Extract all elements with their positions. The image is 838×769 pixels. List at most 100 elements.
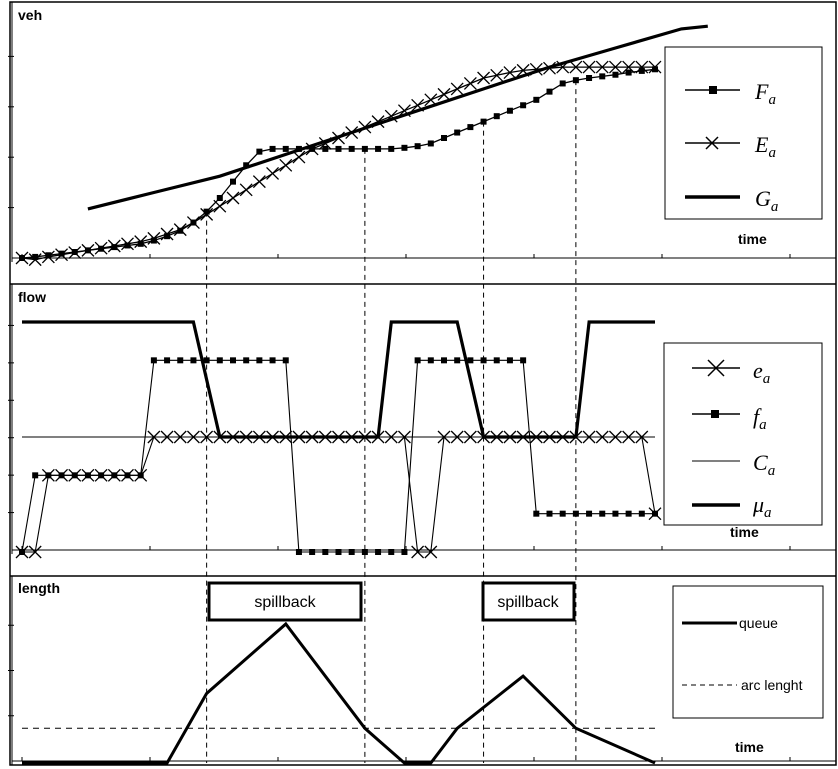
point-fa — [32, 472, 39, 479]
point-Ea — [292, 150, 306, 164]
point-Ea — [450, 82, 464, 96]
point-Ea — [635, 60, 649, 74]
point-Fa — [427, 140, 434, 147]
point-Fa — [177, 227, 184, 234]
legend-Ca: Ca — [753, 450, 775, 479]
point-Fa — [625, 69, 632, 76]
point-Ea — [463, 76, 477, 90]
point-fa — [269, 357, 276, 364]
point-ea — [186, 430, 200, 444]
spillback-box-2 — [481, 581, 576, 622]
point-Ea — [503, 66, 517, 80]
length-plot — [22, 621, 656, 765]
point-Ea — [516, 63, 530, 77]
point-ea — [332, 430, 345, 444]
point-Fa — [335, 145, 342, 152]
spillback-box-1 — [207, 581, 363, 622]
legend-veh: Fa Ea Ga — [664, 46, 823, 220]
point-fa — [401, 549, 408, 555]
point-Ea — [622, 60, 636, 74]
point-Fa — [111, 244, 118, 251]
point-ea — [213, 430, 227, 444]
point-Fa — [243, 162, 250, 169]
point-Ea — [68, 246, 82, 260]
legend-length: queue arc lenght — [672, 585, 824, 719]
point-ea — [266, 430, 280, 444]
point-Fa — [414, 143, 421, 150]
point-fa — [335, 549, 342, 555]
point-ea — [160, 430, 174, 444]
legend-x-marker — [705, 136, 719, 150]
point-ea — [252, 430, 266, 444]
point-fa — [586, 510, 593, 517]
point-Fa — [493, 113, 500, 120]
point-fa — [546, 510, 553, 517]
spillback-label-2: spillback — [497, 594, 559, 611]
point-ea — [134, 468, 148, 482]
legend-Fa: Fa — [754, 79, 776, 108]
point-fa — [599, 510, 606, 517]
point-Fa — [230, 178, 236, 185]
point-fa — [177, 357, 184, 364]
point-ea — [595, 430, 609, 444]
point-fa — [454, 357, 461, 364]
point-Ea — [266, 166, 280, 180]
point-Ea — [305, 142, 319, 156]
length-axis-label: length — [18, 580, 60, 596]
point-Fa — [638, 67, 645, 74]
point-fa — [216, 357, 223, 364]
point-Fa — [322, 145, 329, 152]
legend-arc-length: arc lenght — [741, 677, 803, 693]
point-Fa — [559, 80, 566, 87]
point-Ea — [55, 248, 69, 262]
point-Ea — [134, 235, 148, 249]
point-ea — [292, 430, 306, 444]
legend-ea: ea — [753, 358, 770, 387]
point-ea — [15, 545, 29, 559]
point-fa — [361, 549, 368, 555]
legend-fa: fa — [753, 404, 767, 433]
point-Fa — [375, 145, 382, 152]
point-Fa — [401, 144, 408, 151]
point-Fa — [32, 253, 39, 260]
point-ea — [463, 430, 477, 444]
point-Fa — [467, 124, 474, 131]
point-fa — [467, 357, 474, 364]
point-Fa — [282, 145, 289, 152]
point-fa — [309, 549, 316, 555]
point-fa — [638, 510, 645, 517]
point-ea — [424, 545, 438, 559]
point-ea — [622, 430, 636, 444]
point-Ea — [173, 223, 187, 237]
point-Fa — [388, 145, 395, 152]
point-Fa — [441, 135, 447, 141]
point-fa — [441, 357, 447, 364]
legend-Ea: Ea — [754, 132, 776, 161]
point-Ea — [384, 109, 398, 123]
point-Ea — [582, 60, 596, 74]
point-fa — [427, 357, 434, 364]
point-ea — [384, 430, 398, 444]
point-ea — [397, 430, 411, 444]
point-Fa — [295, 145, 302, 152]
point-Ea — [437, 87, 451, 101]
veh-axis-label: veh — [18, 7, 42, 23]
axes — [8, 2, 836, 765]
point-Fa — [454, 129, 461, 136]
point-fa — [295, 549, 302, 555]
point-ea — [345, 430, 359, 444]
series-ea — [22, 436, 656, 553]
time-label-1: time — [738, 231, 767, 247]
point-ea — [68, 468, 82, 482]
point-Ea — [529, 62, 543, 76]
series-Ga — [87, 24, 708, 211]
point-fa — [282, 357, 289, 364]
point-Fa — [652, 66, 658, 73]
point-fa — [388, 549, 395, 555]
point-fa — [190, 357, 197, 364]
point-Fa — [216, 195, 223, 201]
point-ea — [529, 430, 543, 444]
point-ea — [239, 430, 253, 444]
point-fa — [414, 357, 421, 364]
point-Ea — [345, 126, 359, 140]
